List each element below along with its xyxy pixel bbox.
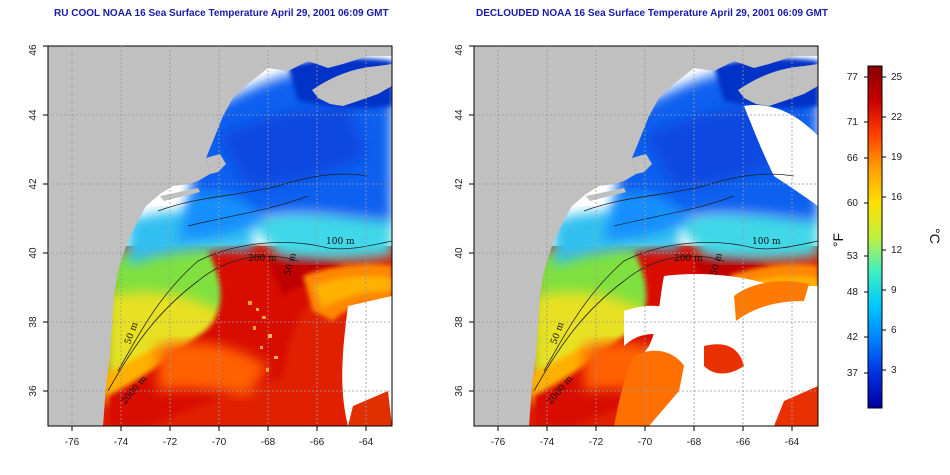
- lat-tick: 42: [28, 178, 39, 190]
- lat-ticks-left: 36 38 40 42 44 46: [28, 44, 39, 397]
- celsius-ticks: 25 22 19 16 12 9 6 3: [891, 72, 903, 376]
- contour-label-200m: 200 m: [674, 254, 703, 264]
- map-panel-left: 100 m 200 m 50 m 2000 m 50 m 36 38 40 42…: [28, 44, 393, 448]
- f-tick: 71: [847, 117, 859, 128]
- f-tick: 42: [847, 332, 859, 343]
- c-tick: 25: [891, 72, 903, 83]
- colorbar: 77 71 66 60 53 48 42 37 25 22 19 16 12 9…: [830, 65, 943, 409]
- f-tick: 48: [847, 287, 859, 298]
- panel-title-left: RU COOL NOAA 16 Sea Surface Temperature …: [54, 8, 389, 19]
- lat-tick: 38: [28, 316, 39, 328]
- lon-tick: -64: [785, 437, 800, 448]
- lat-tick: 40: [454, 247, 465, 259]
- lon-tick: -74: [540, 437, 555, 448]
- lon-ticks-left: -76 -74 -72 -70 -68 -66 -64: [65, 437, 374, 448]
- lat-tick: 36: [454, 385, 465, 397]
- lon-tick: -76: [65, 437, 80, 448]
- contour-label-100m: 100 m: [326, 237, 355, 247]
- lon-tick: -76: [491, 437, 506, 448]
- c-tick: 22: [891, 112, 903, 123]
- lon-tick: -70: [638, 437, 653, 448]
- f-tick: 77: [847, 72, 859, 83]
- lon-tick: -64: [359, 437, 374, 448]
- lon-tick: -66: [310, 437, 325, 448]
- lon-tick: -68: [687, 437, 702, 448]
- lat-tick: 38: [454, 316, 465, 328]
- c-tick: 16: [891, 192, 903, 203]
- lat-tick: 44: [454, 109, 465, 121]
- lon-tick: -66: [736, 437, 751, 448]
- lat-ticks-right: 36 38 40 42 44 46: [454, 44, 465, 397]
- lat-tick: 46: [28, 44, 39, 56]
- map-panel-right: 100 m 200 m 50 m 2000 m 50 m 36 38 40 42…: [454, 44, 819, 448]
- lon-tick: -68: [261, 437, 276, 448]
- fahrenheit-ticks: 77 71 66 60 53 48 42 37: [847, 72, 859, 379]
- c-tick: 6: [891, 325, 897, 336]
- f-tick: 66: [847, 153, 859, 164]
- lon-tick: -74: [114, 437, 129, 448]
- contour-label-100m: 100 m: [752, 237, 781, 247]
- c-tick: 3: [891, 365, 897, 376]
- contour-label-200m: 200 m: [248, 254, 277, 264]
- panel-title-right: DECLOUDED NOAA 16 Sea Surface Temperatur…: [476, 8, 828, 19]
- f-tick: 60: [847, 198, 859, 209]
- c-tick: 12: [891, 245, 903, 256]
- lon-tick: -72: [163, 437, 178, 448]
- lon-tick: -70: [212, 437, 227, 448]
- lat-tick: 46: [454, 44, 465, 56]
- c-tick: 9: [891, 285, 897, 296]
- f-tick: 53: [847, 251, 859, 262]
- c-tick: 19: [891, 152, 903, 163]
- lat-tick: 44: [28, 109, 39, 121]
- lat-tick: 36: [28, 385, 39, 397]
- lon-tick: -72: [589, 437, 604, 448]
- colorbar-gradient: [867, 65, 883, 409]
- lat-tick: 42: [454, 178, 465, 190]
- fahrenheit-unit-label: °F: [830, 233, 846, 247]
- celsius-unit-label: °C: [927, 228, 943, 244]
- lon-ticks-right: -76 -74 -72 -70 -68 -66 -64: [491, 437, 800, 448]
- f-tick: 37: [847, 368, 859, 379]
- lat-tick: 40: [28, 247, 39, 259]
